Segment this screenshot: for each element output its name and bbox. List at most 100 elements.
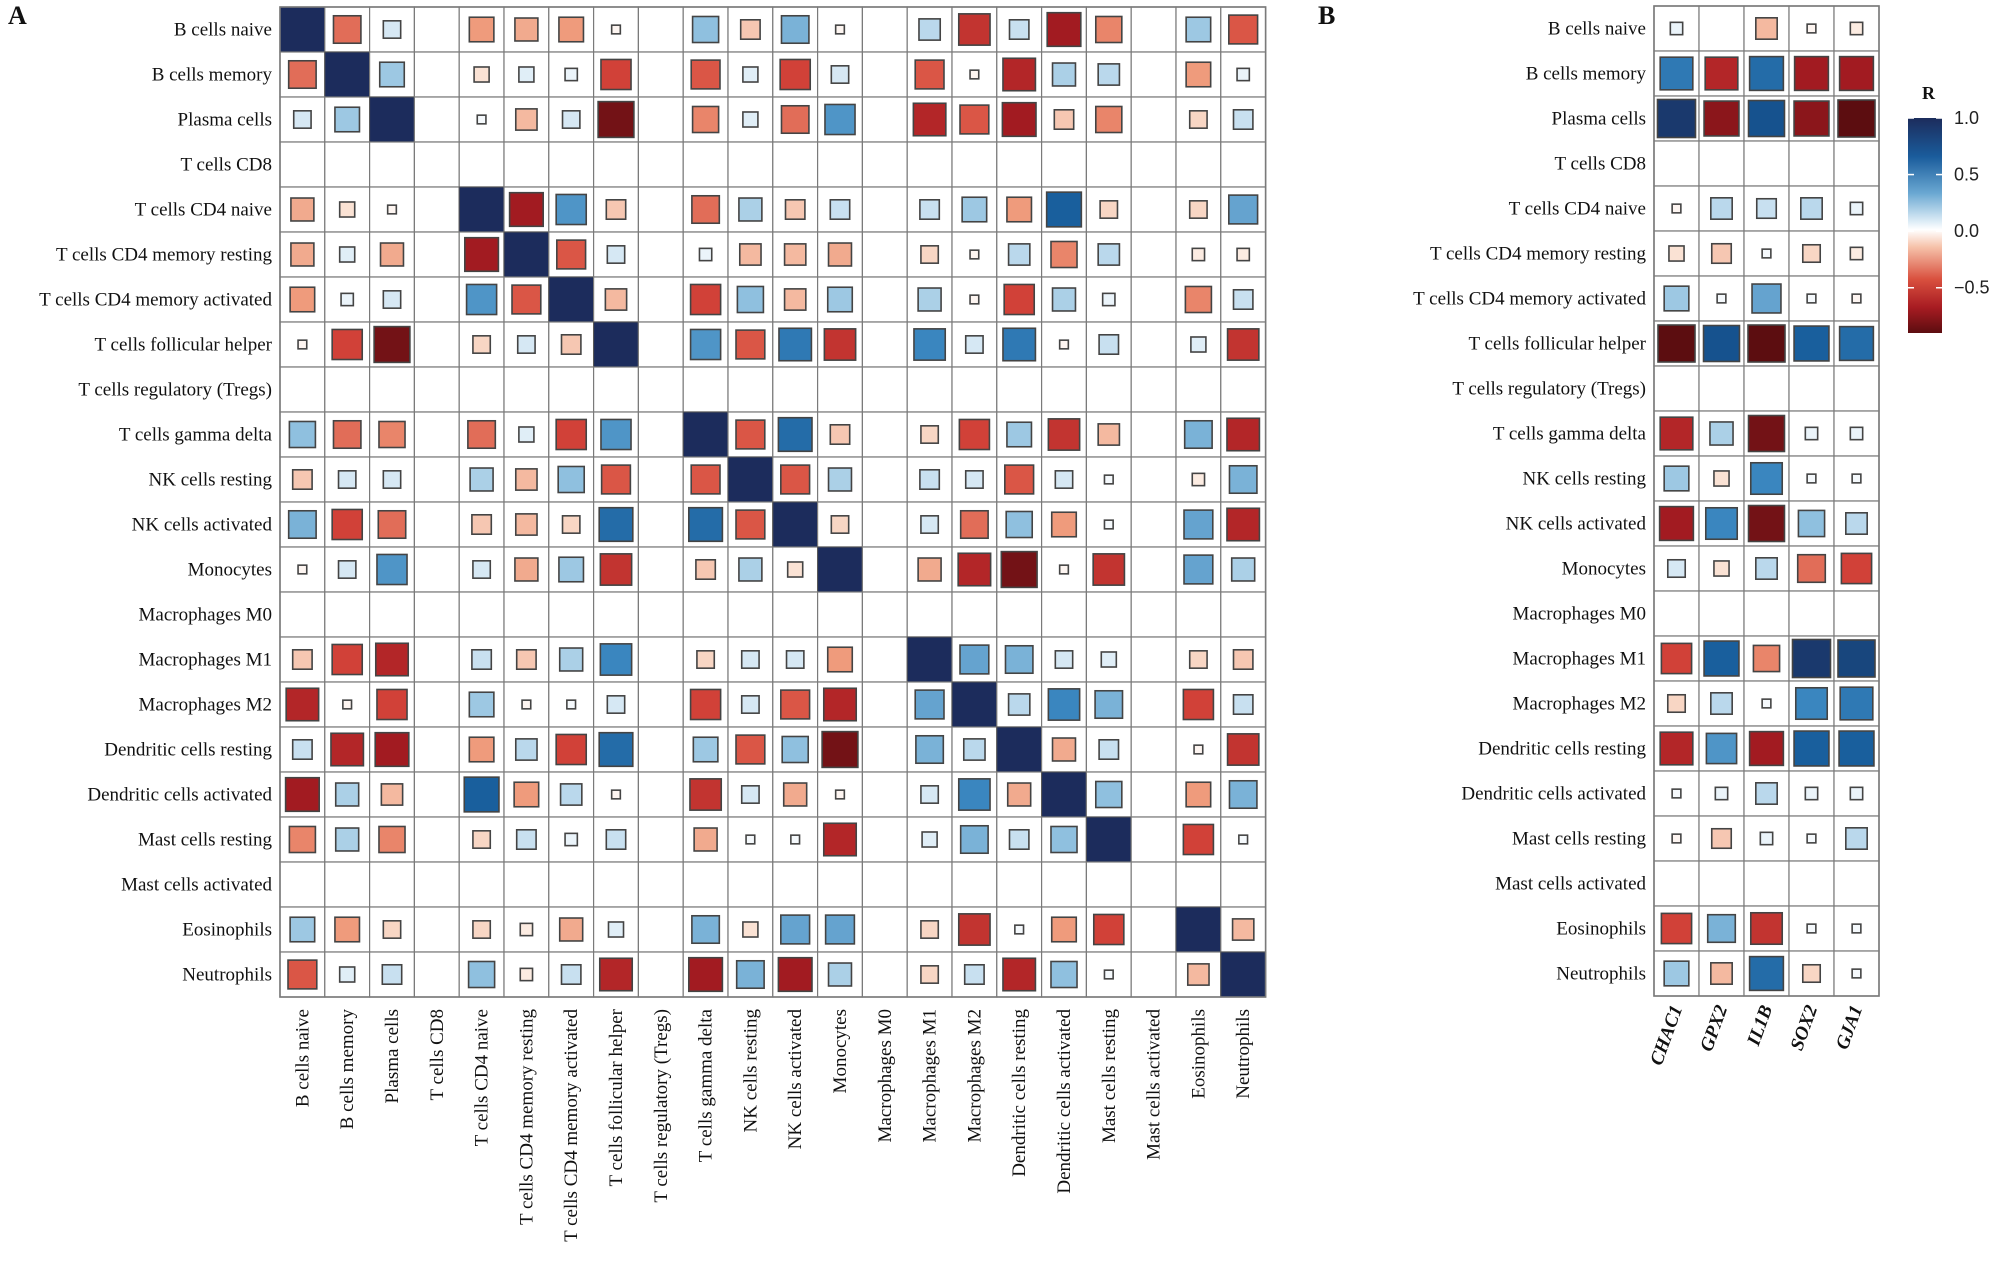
a-cell-mast-cells-activated-t-cells-regulatory-tregs: [637, 861, 684, 908]
a-mark-nk-cells-activated-plasma-cells: [377, 509, 407, 540]
a-row-label-macrophages-m1: Macrophages M1: [139, 650, 273, 671]
a-mark-t-cells-gamma-delta-t-cells-cd4-memory-resting: [518, 426, 535, 443]
b-cell-b-cells-naive-gpx2: [1698, 5, 1745, 52]
a-mark-t-cells-cd4-memory-activated-t-cells-cd4-memory-resting: [511, 284, 542, 315]
a-cell-t-cells-regulatory-tregs-t-cells-regulatory-tregs: [637, 366, 684, 413]
a-mark-macrophages-m2-t-cells-gamma-delta: [689, 688, 722, 721]
a-mark-eosinophils-macrophages-m1: [920, 920, 940, 939]
b-cell-t-cells-cd4-memory-activated-gja1: [1833, 275, 1880, 322]
a-cell-macrophages-m2-mast-cells-activated: [1130, 681, 1177, 728]
a-cell-t-cells-cd8-nk-cells-resting: [727, 141, 774, 188]
a-mark-nk-cells-resting-nk-cells-resting: [727, 456, 774, 503]
legend-tick-label: 0.5: [1954, 165, 1979, 185]
a-mark-nk-cells-resting-macrophages-m2: [964, 470, 984, 489]
a-mark-eosinophils-t-cells-gamma-delta: [691, 914, 721, 945]
a-cell-macrophages-m0-monocytes: [816, 591, 863, 638]
a-cell-dendritic-cells-activated-t-cells-cd8: [413, 771, 460, 818]
a-mark-t-cells-cd4-naive-b-cells-naive: [290, 197, 315, 222]
b-mark-t-cells-cd4-naive-sox2: [1800, 197, 1823, 220]
a-mark-nk-cells-resting-dendritic-cells-activated: [1054, 470, 1074, 489]
a-mark-eosinophils-monocytes: [824, 914, 856, 945]
a-col-label-nk-cells-resting: NK cells resting: [740, 1009, 761, 1133]
a-mark-t-cells-follicular-helper-t-cells-cd4-memory-resting: [516, 335, 536, 354]
panel-a-letter: A: [8, 1, 27, 30]
a-cell-nk-cells-resting-t-cells-regulatory-tregs: [637, 456, 684, 503]
a-mark-t-cells-gamma-delta-dendritic-cells-activated: [1047, 418, 1081, 451]
b-mark-b-cells-naive-sox2: [1806, 23, 1817, 34]
a-mark-dendritic-cells-activated-nk-cells-resting: [740, 785, 760, 804]
a-mark-macrophages-m1-t-cells-cd4-memory-activated: [558, 647, 584, 672]
a-mark-nk-cells-activated-neutrophils: [1226, 507, 1261, 542]
b-cell-mast-cells-activated-il1b: [1743, 860, 1790, 907]
a-cell-nk-cells-activated-t-cells-regulatory-tregs: [637, 501, 684, 548]
a-cell-t-cells-cd8-t-cells-regulatory-tregs: [637, 141, 684, 188]
a-cell-t-cells-regulatory-tregs-macrophages-m0: [861, 366, 908, 413]
a-mark-t-cells-gamma-delta-neutrophils: [1226, 417, 1261, 452]
a-mark-macrophages-m1-plasma-cells: [374, 642, 410, 677]
a-mark-b-cells-memory-t-cells-cd4-naive: [473, 66, 490, 83]
b-cell-macrophages-m2-il1b: [1743, 680, 1790, 727]
a-cell-plasma-cells-t-cells-regulatory-tregs: [637, 96, 684, 143]
a-cell-dendritic-cells-activated-t-cells-regulatory-tregs: [637, 771, 684, 818]
a-mark-t-cells-cd4-memory-activated-b-cells-naive: [289, 286, 316, 313]
b-mark-plasma-cells-sox2: [1793, 100, 1830, 137]
a-mark-monocytes-plasma-cells: [376, 553, 408, 586]
a-mark-b-cells-memory-nk-cells-resting: [742, 66, 759, 83]
a-col-label-t-cells-cd8: T cells CD8: [427, 1009, 448, 1100]
a-mark-t-cells-cd4-naive-monocytes: [829, 199, 851, 221]
a-mark-b-cells-memory-t-cells-gamma-delta: [690, 59, 721, 90]
a-mark-mast-cells-resting-b-cells-naive: [288, 825, 317, 854]
a-mark-t-cells-cd4-memory-activated-dendritic-cells-resting: [1003, 283, 1036, 316]
a-mark-nk-cells-resting-t-cells-follicular-helper: [600, 464, 632, 495]
a-mark-monocytes-macrophages-m2: [957, 552, 992, 587]
a-mark-t-cells-cd4-naive-dendritic-cells-activated: [1045, 191, 1083, 228]
a-cell-b-cells-naive-macrophages-m0: [861, 6, 908, 53]
a-mark-b-cells-naive-dendritic-cells-resting: [1008, 18, 1030, 40]
a-mark-mast-cells-resting-neutrophils: [1238, 834, 1249, 845]
a-mark-t-cells-gamma-delta-dendritic-cells-resting: [1006, 421, 1033, 448]
b-mark-b-cells-memory-il1b: [1748, 55, 1785, 92]
a-mark-b-cells-naive-t-cells-cd4-naive: [468, 16, 495, 43]
a-mark-neutrophils-b-cells-naive: [287, 959, 318, 990]
a-mark-neutrophils-nk-cells-activated: [777, 956, 813, 993]
a-row-label-macrophages-m0: Macrophages M0: [139, 605, 273, 626]
a-mark-nk-cells-activated-t-cells-cd4-memory-activated: [561, 515, 581, 534]
a-mark-macrophages-m1-dendritic-cells-activated: [1054, 650, 1074, 669]
a-mark-macrophages-m2-neutrophils: [1232, 693, 1254, 715]
b-cell-t-cells-regulatory-tregs-il1b: [1743, 365, 1790, 412]
a-mark-t-cells-cd4-memory-resting-t-cells-follicular-helper: [606, 245, 626, 264]
b-col-label-chac1: CHAC1: [1646, 1003, 1687, 1069]
a-mark-macrophages-m1-neutrophils: [1232, 648, 1254, 670]
a-mark-b-cells-naive-macrophages-m2: [957, 13, 991, 46]
a-mark-plasma-cells-dendritic-cells-resting: [1001, 101, 1037, 138]
a-mark-t-cells-cd4-memory-resting-dendritic-cells-activated: [1050, 240, 1078, 269]
a-cell-t-cells-regulatory-tregs-t-cells-cd4-naive: [458, 366, 505, 413]
a-mark-plasma-cells-plasma-cells: [369, 96, 415, 143]
b-mark-dendritic-cells-resting-chac1: [1659, 731, 1694, 766]
a-cell-b-cells-naive-t-cells-gamma-delta: [682, 6, 729, 53]
a-mark-dendritic-cells-activated-t-cells-cd4-memory-activated: [559, 783, 583, 806]
a-cell-t-cells-cd8-b-cells-memory: [324, 141, 371, 188]
a-cell-nk-cells-resting-macrophages-m0: [861, 456, 908, 503]
a-mark-dendritic-cells-resting-macrophages-m1: [915, 734, 945, 765]
a-mark-nk-cells-activated-mast-cells-resting: [1103, 519, 1114, 530]
a-mark-nk-cells-resting-t-cells-cd4-naive: [469, 467, 494, 492]
a-cell-mast-cells-activated-dendritic-cells-resting: [996, 861, 1043, 908]
a-mark-t-cells-cd4-memory-resting-dendritic-cells-resting: [1007, 243, 1031, 266]
b-mark-macrophages-m1-il1b: [1752, 644, 1781, 673]
b-mark-t-cells-gamma-delta-chac1: [1659, 416, 1694, 451]
a-cell-t-cells-cd8-mast-cells-activated: [1130, 141, 1177, 188]
a-mark-dendritic-cells-activated-mast-cells-resting: [1094, 780, 1123, 809]
a-mark-t-cells-follicular-helper-macrophages-m1: [913, 328, 947, 361]
a-mark-t-cells-follicular-helper-dendritic-cells-resting: [1002, 327, 1037, 362]
a-cell-neutrophils-mast-cells-activated: [1130, 951, 1177, 998]
b-mark-neutrophils-gja1: [1851, 968, 1862, 979]
a-mark-dendritic-cells-activated-plasma-cells: [380, 783, 404, 806]
a-mark-dendritic-cells-activated-b-cells-naive: [284, 776, 321, 813]
a-mark-t-cells-cd4-memory-activated-t-cells-cd4-naive: [465, 283, 498, 316]
b-mark-dendritic-cells-resting-gja1: [1838, 730, 1875, 767]
a-mark-t-cells-follicular-helper-b-cells-naive: [297, 339, 308, 350]
a-cell-t-cells-cd8-macrophages-m2: [951, 141, 998, 188]
a-mark-t-cells-cd4-memory-activated-monocytes: [826, 286, 854, 313]
a-mark-t-cells-cd4-memory-resting-mast-cells-resting: [1097, 243, 1121, 266]
